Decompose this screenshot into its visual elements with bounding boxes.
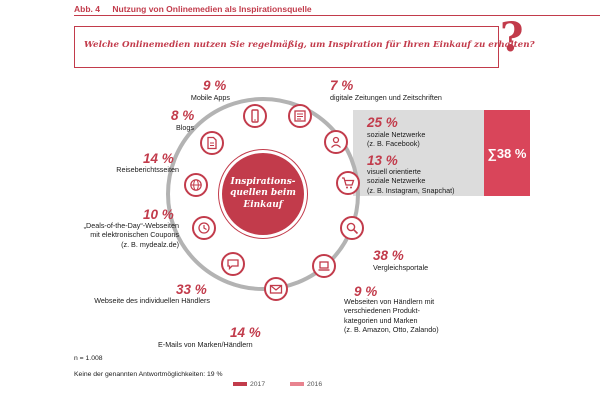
pct-digital-newspapers: 7 % — [330, 78, 354, 93]
clock-icon — [192, 216, 216, 240]
label-travel-reports: Reiseberichtsseiten — [116, 165, 179, 174]
figure-label: Abb. 4 Nutzung von Onlinemedien als Insp… — [74, 4, 322, 14]
label-visual-social-networks: visuell orientierte soziale Netzwerke (z… — [367, 167, 455, 195]
legend-label-2016: 2016 — [307, 381, 323, 388]
pct-retailer-websites: 9 % — [354, 284, 378, 299]
question-mark-icon: ? — [500, 14, 524, 61]
pct-deals-websites: 10 % — [143, 207, 174, 222]
center-circle: Inspirations- quellen beim Einkauf — [219, 150, 307, 238]
document-icon — [200, 131, 224, 155]
question-box — [74, 26, 499, 68]
pct-blogs: 8 % — [171, 108, 195, 123]
legend-label-2017: 2017 — [250, 381, 266, 388]
label-retailer-websites: Webseiten von Händlern mit verschiedenen… — [344, 297, 439, 335]
pct-comparison-portals: 38 % — [373, 248, 404, 263]
pct-individual-retailer: 33 % — [176, 282, 207, 297]
figure-number: Abb. 4 — [74, 4, 100, 14]
sample-size: n = 1.008 — [74, 355, 103, 362]
cart-icon — [336, 171, 360, 195]
none-of-the-above: Keine der genannten Antwortmöglichkeiten… — [74, 371, 223, 378]
label-mobile-apps: Mobile Apps — [190, 93, 230, 102]
pct-travel-reports: 14 % — [143, 151, 174, 166]
pct-visual-social-networks: 13 % — [367, 153, 398, 168]
label-blogs: Blogs — [176, 123, 194, 132]
laptop-icon — [312, 254, 336, 278]
center-label: Inspirations- quellen beim Einkauf — [230, 177, 296, 210]
legend-swatch-2017 — [233, 382, 247, 386]
pct-emails: 14 % — [230, 325, 261, 340]
legend-swatch-2016 — [290, 382, 304, 386]
label-digital-newspapers: digitale Zeitungen und Zeitschriften — [330, 93, 442, 102]
figure-title: Nutzung von Onlinemedien als Inspiration… — [112, 4, 312, 14]
magnifier-icon — [340, 216, 364, 240]
label-emails: E-Mails von Marken/Händlern — [158, 340, 253, 349]
top-rule — [74, 15, 600, 16]
question-text: Welche Onlinemedien nutzen Sie regelmäßi… — [84, 40, 535, 50]
pct-mobile-apps: 9 % — [203, 78, 227, 93]
label-social-networks: soziale Netzwerke (z. B. Facebook) — [367, 130, 426, 149]
sum-box: ∑38 % — [484, 110, 530, 196]
social-icon — [324, 130, 348, 154]
chat-icon — [221, 252, 245, 276]
label-deals-websites: „Deals-of-the-Day“-Webseiten mit elektro… — [83, 221, 179, 249]
social-networks-highlight — [353, 110, 484, 196]
mail-icon — [264, 277, 288, 301]
globe-icon — [184, 173, 208, 197]
label-individual-retailer: Webseite des individuellen Händlers — [94, 296, 210, 305]
label-comparison-portals: Vergleichsportale — [373, 263, 429, 272]
outer-ring — [166, 97, 360, 291]
mobile-icon — [243, 104, 267, 128]
newspaper-icon — [288, 104, 312, 128]
pct-social-networks: 25 % — [367, 115, 398, 130]
